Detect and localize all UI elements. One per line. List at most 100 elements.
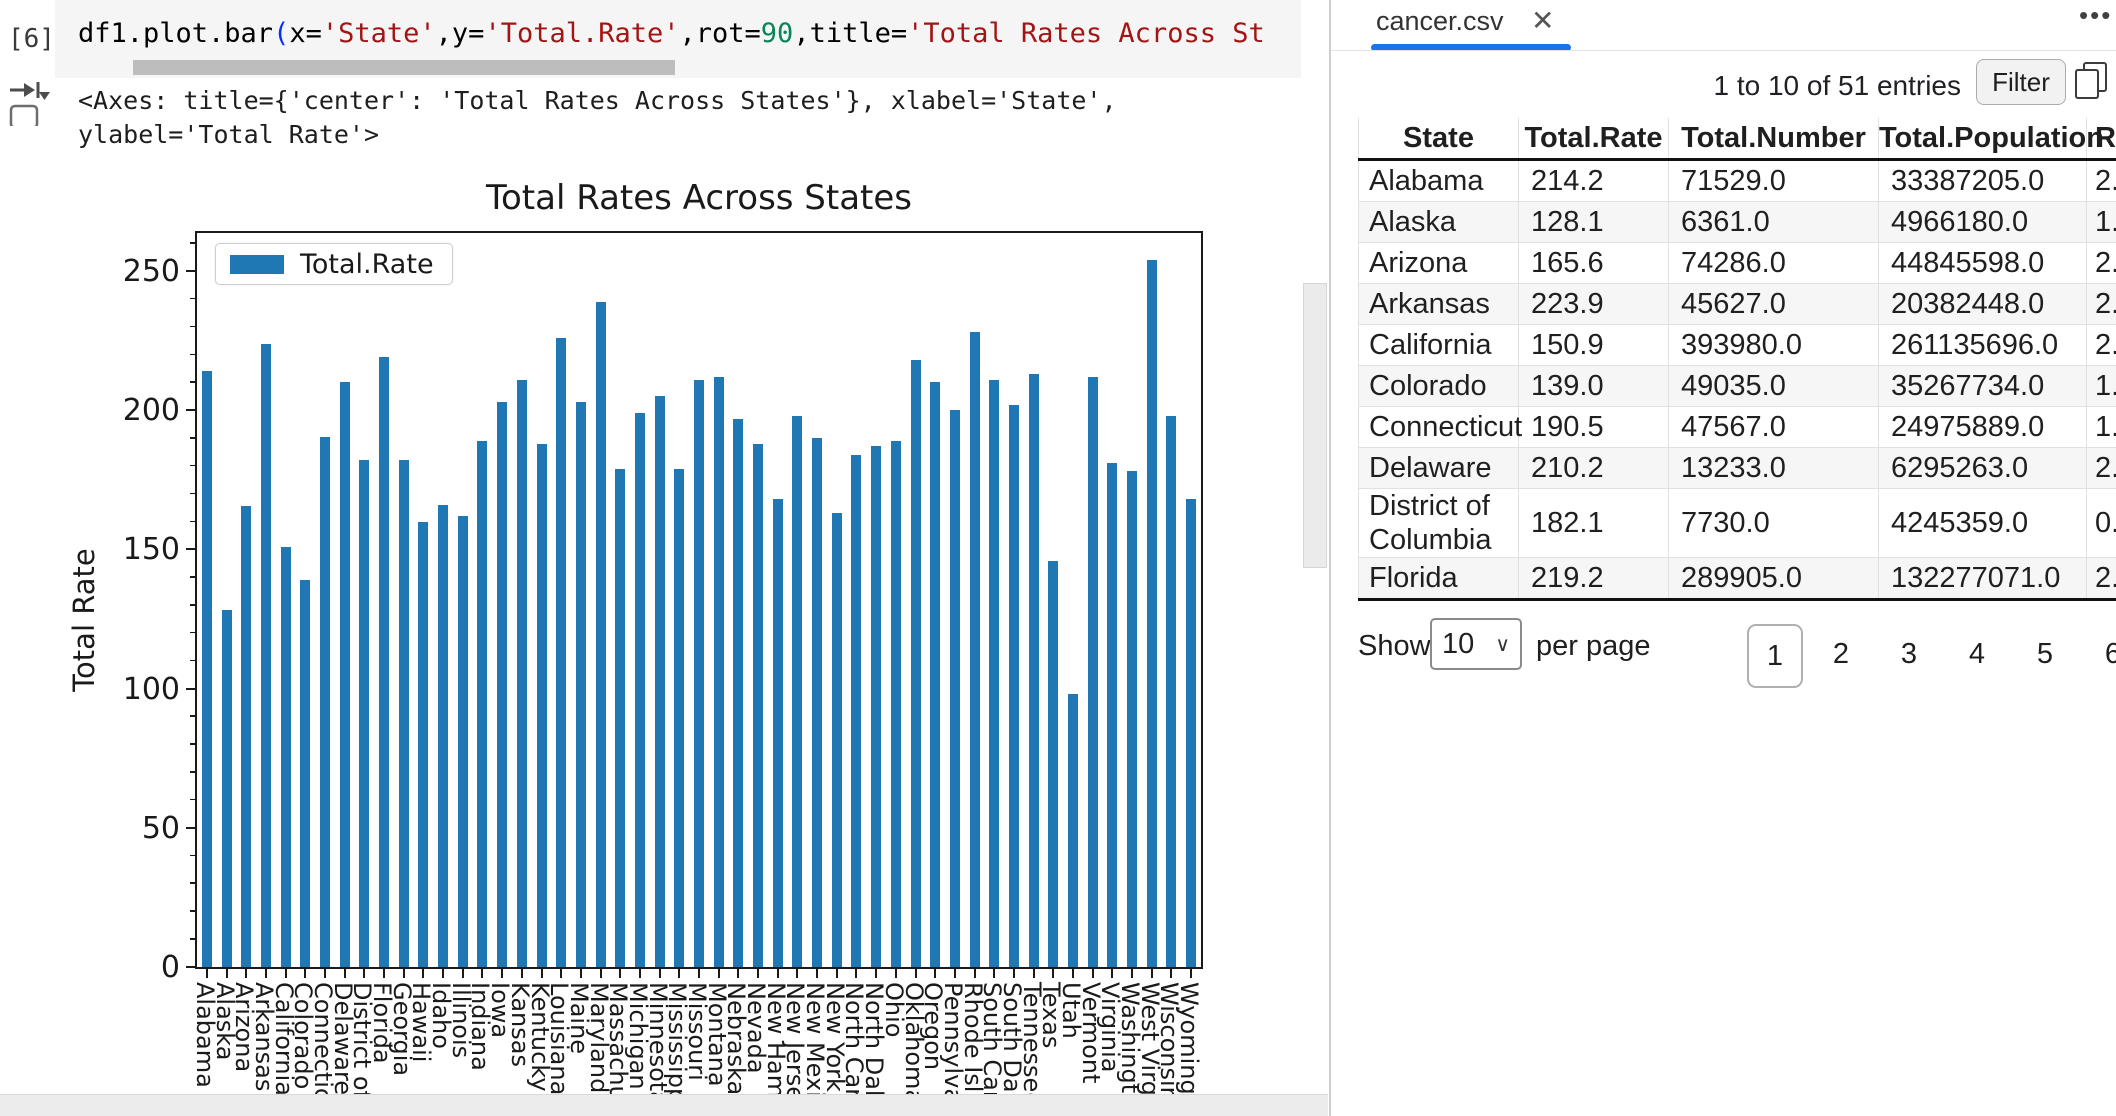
- bar-Colorado: [300, 580, 311, 967]
- cell: 2.: [2086, 324, 2116, 366]
- copy-icon[interactable]: [2075, 62, 2107, 99]
- table-row-District of Columbia[interactable]: District of Columbia 182.1 7730.0 4245359.0…: [1358, 488, 2116, 558]
- notebook-vscrollbar-thumb[interactable]: [1303, 283, 1327, 568]
- x-tick: [737, 969, 740, 978]
- bar-Wyoming: [1186, 499, 1197, 967]
- page-button-6[interactable]: 6: [2104, 637, 2116, 670]
- x-tick: [816, 969, 819, 978]
- bar-South Dakota: [1008, 404, 1019, 967]
- bar-Arizona: [241, 505, 252, 967]
- bar-Alabama: [201, 370, 212, 967]
- legend-label: Total.Rate: [300, 248, 434, 280]
- copy-icon-front-page: [2075, 69, 2099, 99]
- bar-Ohio: [890, 440, 901, 967]
- bar-Indiana: [477, 440, 488, 967]
- column-header-Ra[interactable]: Ra: [2086, 118, 2116, 161]
- cell: 150.9: [1518, 324, 1669, 366]
- x-tick: [835, 969, 838, 978]
- y-tick-label: 0: [160, 950, 180, 985]
- cell: 165.6: [1518, 242, 1669, 284]
- cell: Arizona: [1358, 242, 1519, 284]
- cell: 190.5: [1518, 406, 1669, 448]
- bar-West Virginia: [1146, 259, 1157, 967]
- bar-Oklahoma: [910, 360, 921, 967]
- cell: Alabama: [1358, 159, 1519, 202]
- bar-Nebraska: [733, 418, 744, 967]
- x-tick: [796, 969, 799, 978]
- cell: 2.: [2086, 447, 2116, 489]
- output-toggle-icon[interactable]: [8, 80, 50, 131]
- code-line[interactable]: df1.plot.bar(x='State',y='Total.Rate',ro…: [78, 18, 1265, 49]
- code-cell-hscrollbar-thumb[interactable]: [133, 60, 675, 75]
- page-button-4[interactable]: 4: [1968, 637, 1986, 670]
- x-tick: [579, 969, 582, 978]
- column-header-Total.Rate[interactable]: Total.Rate: [1518, 118, 1669, 161]
- panel-menu-icon[interactable]: •••: [2079, 0, 2113, 30]
- column-header-Total.Number[interactable]: Total.Number: [1668, 118, 1879, 161]
- cell: 35267734.0: [1878, 365, 2087, 407]
- page-button-3[interactable]: 3: [1900, 637, 1918, 670]
- filter-button[interactable]: Filter: [1976, 59, 2066, 105]
- cell: 2.: [2086, 283, 2116, 325]
- x-tick: [894, 969, 897, 978]
- y-tick-label: 200: [122, 393, 180, 429]
- cell: 289905.0: [1668, 557, 1879, 601]
- cell: 182.1: [1518, 488, 1669, 558]
- cell: 6295263.0: [1878, 447, 2087, 489]
- page-size-select[interactable]: 10 ∨: [1430, 618, 1522, 670]
- x-tick: [343, 969, 346, 978]
- code-token: ,title=: [793, 18, 908, 49]
- y-minor-tick: [190, 882, 195, 884]
- tab-close-icon[interactable]: ✕: [1531, 5, 1555, 36]
- x-tick: [540, 969, 543, 978]
- y-minor-tick: [190, 297, 195, 300]
- cell: 1.: [2086, 365, 2116, 407]
- bar-Georgia: [398, 460, 409, 967]
- x-tick: [973, 969, 976, 978]
- x-tick: [717, 969, 720, 978]
- code-token: 'State': [321, 18, 436, 49]
- bar-New Jersey: [792, 415, 803, 967]
- y-tick-label: 150: [122, 532, 180, 568]
- page-button-2[interactable]: 2: [1832, 637, 1850, 670]
- cell: 0.: [2086, 488, 2116, 558]
- cell: 2.: [2086, 159, 2116, 202]
- bar-Idaho: [438, 504, 449, 967]
- panel-divider[interactable]: [1329, 0, 1331, 1116]
- cell: Arkansas: [1358, 283, 1519, 325]
- cell: 219.2: [1518, 557, 1669, 601]
- y-tick: [186, 966, 195, 968]
- csv-table-wrapper: State Total.Rate Total.Number Total.Populat…: [1358, 118, 2116, 601]
- column-header-State[interactable]: State: [1358, 118, 1519, 161]
- chart-y-axis-label: Total Rate: [67, 548, 101, 692]
- chevron-down-icon: ∨: [1495, 633, 1510, 656]
- notebook-code-cell[interactable]: df1.plot.bar(x='State',y='Total.Rate',ro…: [55, 0, 1301, 78]
- tab-cancer-csv[interactable]: cancer.csv: [1376, 6, 1504, 36]
- execution-count: [6]: [8, 24, 55, 54]
- y-minor-tick: [190, 715, 195, 717]
- bar-Hawaii: [418, 521, 429, 967]
- page-button-5[interactable]: 5: [2036, 637, 2054, 670]
- y-minor-tick: [190, 938, 195, 940]
- bar-Utah: [1068, 694, 1079, 967]
- bar-Texas: [1048, 560, 1059, 967]
- column-header-Total.Population[interactable]: Total.Population: [1878, 118, 2104, 161]
- bar-Florida: [379, 356, 390, 967]
- x-tick: [205, 969, 208, 978]
- y-minor-tick: [190, 520, 195, 523]
- page-button-1[interactable]: 1: [1747, 624, 1803, 688]
- notebook-hscrollbar-track[interactable]: [0, 1094, 1328, 1116]
- y-minor-tick: [190, 604, 195, 606]
- y-minor-tick: [190, 325, 195, 328]
